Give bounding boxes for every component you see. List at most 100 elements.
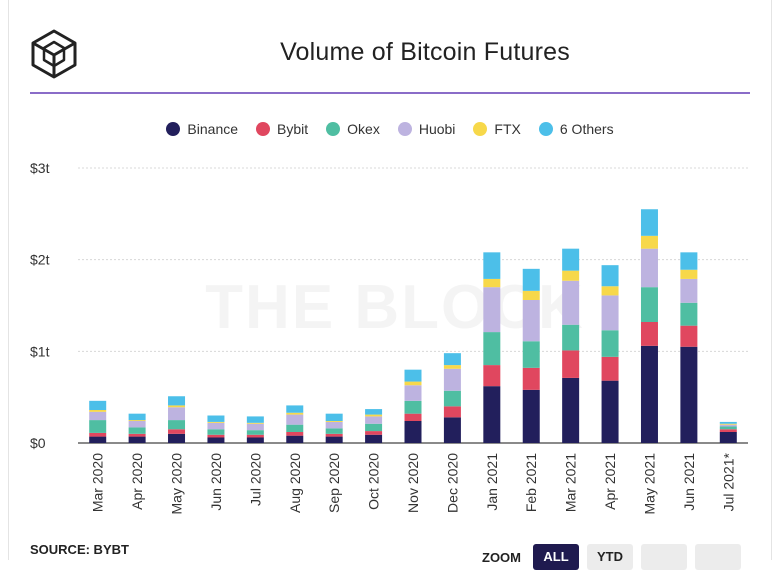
bar-bybit-jun-2020[interactable]: [207, 434, 225, 438]
bar-bybit-jul-2020[interactable]: [246, 434, 264, 438]
bar-binance-apr-2020[interactable]: [128, 436, 146, 443]
bar-binance-jan-2021[interactable]: [483, 386, 501, 443]
bar-okex-may-2020[interactable]: [168, 420, 186, 430]
bar-ftx-feb-2021[interactable]: [522, 290, 540, 300]
bar-binance-may-2021[interactable]: [640, 345, 658, 443]
bar-huobi-dec-2020[interactable]: [443, 368, 461, 391]
bar-huobi-apr-2020[interactable]: [128, 421, 146, 428]
bar-huobi-sep-2020[interactable]: [325, 421, 343, 429]
bar-okex-nov-2020[interactable]: [404, 400, 422, 414]
bar-ftx-jul-2021[interactable]: [719, 423, 737, 425]
bar-okex-feb-2021[interactable]: [522, 341, 540, 368]
bar-ftx-apr-2021[interactable]: [601, 286, 619, 296]
bar-bybit-sep-2020[interactable]: [325, 433, 343, 437]
bar-6-others-nov-2020[interactable]: [404, 369, 422, 382]
bar-huobi-jan-2021[interactable]: [483, 287, 501, 333]
bar-6-others-may-2021[interactable]: [640, 209, 658, 236]
bar-binance-oct-2020[interactable]: [365, 434, 383, 443]
bar-ftx-jun-2021[interactable]: [680, 269, 698, 279]
bar-okex-aug-2020[interactable]: [286, 424, 304, 432]
bar-6-others-dec-2020[interactable]: [443, 353, 461, 366]
bar-huobi-may-2021[interactable]: [640, 248, 658, 288]
bar-huobi-feb-2021[interactable]: [522, 300, 540, 342]
bar-binance-sep-2020[interactable]: [325, 436, 343, 443]
bar-binance-may-2020[interactable]: [168, 433, 186, 443]
bar-okex-sep-2020[interactable]: [325, 428, 343, 434]
bar-binance-aug-2020[interactable]: [286, 435, 304, 443]
zoom-button-3[interactable]: [641, 544, 687, 570]
bar-okex-mar-2021[interactable]: [562, 324, 580, 351]
bar-okex-jul-2021[interactable]: [719, 426, 737, 430]
bar-okex-jun-2021[interactable]: [680, 302, 698, 326]
zoom-all-button[interactable]: ALL: [533, 544, 579, 570]
bar-ftx-may-2020[interactable]: [168, 405, 186, 408]
bar-6-others-jul-2021[interactable]: [719, 421, 737, 424]
bar-huobi-apr-2021[interactable]: [601, 295, 619, 331]
bar-bybit-feb-2021[interactable]: [522, 367, 540, 390]
bar-huobi-mar-2020[interactable]: [89, 411, 107, 421]
bar-okex-jun-2020[interactable]: [207, 429, 225, 435]
bar-bybit-dec-2020[interactable]: [443, 406, 461, 418]
legend-item-bybit[interactable]: Bybit: [256, 121, 308, 137]
bar-bybit-jan-2021[interactable]: [483, 365, 501, 387]
bar-binance-jul-2020[interactable]: [246, 437, 264, 444]
bar-6-others-mar-2021[interactable]: [562, 248, 580, 271]
bar-okex-mar-2020[interactable]: [89, 420, 107, 433]
bar-ftx-jan-2021[interactable]: [483, 278, 501, 288]
bar-bybit-aug-2020[interactable]: [286, 432, 304, 436]
bar-binance-apr-2021[interactable]: [601, 380, 619, 443]
bar-bybit-apr-2020[interactable]: [128, 433, 146, 437]
bar-ftx-mar-2020[interactable]: [89, 410, 107, 412]
bar-binance-jul-2021[interactable]: [719, 432, 737, 443]
bar-6-others-sep-2020[interactable]: [325, 413, 343, 421]
bar-huobi-jul-2021[interactable]: [719, 424, 737, 427]
bar-bybit-nov-2020[interactable]: [404, 413, 422, 421]
legend-item-huobi[interactable]: Huobi: [397, 121, 455, 137]
bar-6-others-jul-2020[interactable]: [246, 416, 264, 423]
bar-binance-nov-2020[interactable]: [404, 421, 422, 443]
bar-huobi-jun-2021[interactable]: [680, 278, 698, 303]
legend-item-ftx[interactable]: FTX: [473, 121, 521, 137]
bar-ftx-aug-2020[interactable]: [286, 412, 304, 415]
bar-ftx-apr-2020[interactable]: [128, 420, 146, 421]
bar-6-others-jan-2021[interactable]: [483, 252, 501, 279]
bar-6-others-jun-2020[interactable]: [207, 415, 225, 422]
bar-ftx-jul-2020[interactable]: [246, 422, 264, 424]
zoom-ytd-button[interactable]: YTD: [587, 544, 633, 570]
bar-ftx-jun-2020[interactable]: [207, 421, 225, 423]
bar-bybit-may-2021[interactable]: [640, 322, 658, 346]
bar-bybit-mar-2021[interactable]: [562, 350, 580, 378]
bar-bybit-apr-2021[interactable]: [601, 356, 619, 381]
legend-item-okex[interactable]: Okex: [326, 121, 380, 137]
bar-ftx-sep-2020[interactable]: [325, 421, 343, 422]
bar-ftx-may-2021[interactable]: [640, 235, 658, 249]
bar-huobi-nov-2020[interactable]: [404, 385, 422, 401]
bar-okex-oct-2020[interactable]: [365, 423, 383, 432]
bar-bybit-jul-2021[interactable]: [719, 429, 737, 432]
bar-bybit-may-2020[interactable]: [168, 429, 186, 434]
bar-binance-feb-2021[interactable]: [522, 389, 540, 443]
bar-huobi-jun-2020[interactable]: [207, 422, 225, 430]
bar-bybit-oct-2020[interactable]: [365, 431, 383, 435]
bar-binance-mar-2020[interactable]: [89, 436, 107, 443]
bar-binance-jun-2021[interactable]: [680, 346, 698, 443]
bar-6-others-mar-2020[interactable]: [89, 400, 107, 410]
bar-ftx-dec-2020[interactable]: [443, 365, 461, 369]
bar-huobi-mar-2021[interactable]: [562, 280, 580, 325]
bar-okex-dec-2020[interactable]: [443, 390, 461, 407]
bar-6-others-feb-2021[interactable]: [522, 268, 540, 291]
bar-binance-dec-2020[interactable]: [443, 417, 461, 443]
bar-okex-apr-2021[interactable]: [601, 330, 619, 357]
bar-ftx-nov-2020[interactable]: [404, 381, 422, 386]
zoom-button-4[interactable]: [695, 544, 741, 570]
bar-ftx-mar-2021[interactable]: [562, 270, 580, 281]
bar-okex-may-2021[interactable]: [640, 287, 658, 322]
bar-6-others-oct-2020[interactable]: [365, 409, 383, 415]
bar-okex-jul-2020[interactable]: [246, 430, 264, 435]
bar-huobi-jul-2020[interactable]: [246, 423, 264, 431]
bar-6-others-jun-2021[interactable]: [680, 252, 698, 270]
bar-okex-jan-2021[interactable]: [483, 332, 501, 366]
bar-huobi-oct-2020[interactable]: [365, 416, 383, 424]
bar-6-others-apr-2021[interactable]: [601, 265, 619, 287]
bar-okex-apr-2020[interactable]: [128, 427, 146, 434]
